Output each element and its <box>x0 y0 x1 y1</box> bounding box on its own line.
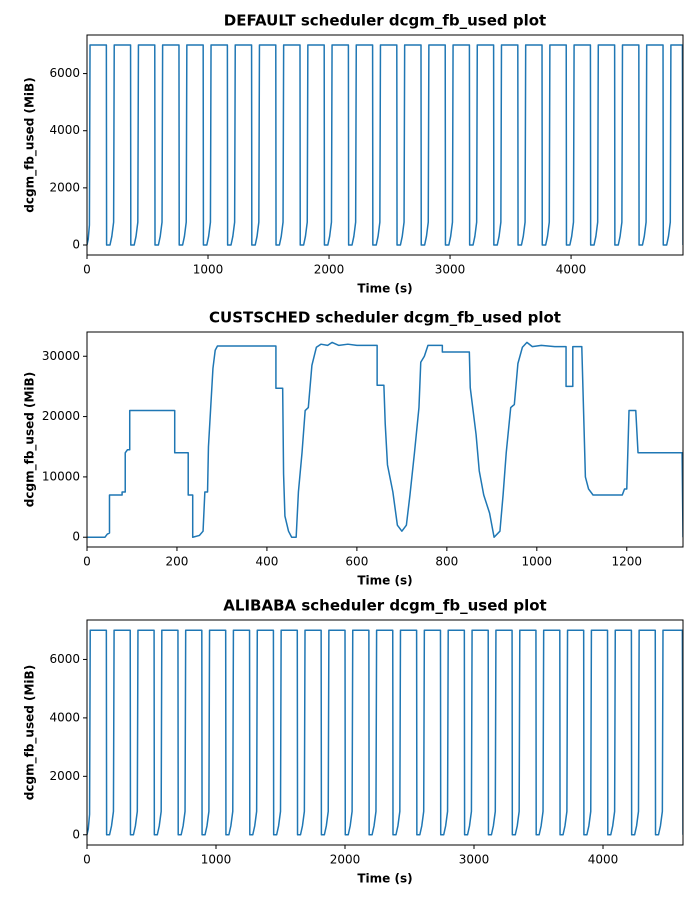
plot-area <box>87 629 683 836</box>
x-tick-label: 400 <box>255 555 278 569</box>
y-tick-label: 0 <box>72 238 80 252</box>
y-axis-label: dcgm_fb_used (MiB) <box>23 372 38 507</box>
axes-frame <box>86 619 684 846</box>
y-tick-label: 0 <box>72 530 80 544</box>
y-tick-label: 0 <box>72 827 80 841</box>
y-tick-label: 2000 <box>49 180 80 194</box>
y-tick-label: 30000 <box>42 349 80 363</box>
x-tick-label: 0 <box>83 853 91 867</box>
plot-area <box>87 341 683 538</box>
axes-frame <box>86 34 684 256</box>
x-axis-label: Time (s) <box>357 282 412 296</box>
subplot: CUSTSCHED scheduler dcgm_fb_used plot 0 20… <box>23 309 684 588</box>
x-axis-label: Time (s) <box>357 574 412 588</box>
x-tick-label: 1200 <box>612 555 643 569</box>
axes-frame <box>86 331 684 548</box>
y-tick-label: 10000 <box>42 469 80 483</box>
x-tick-label: 3000 <box>435 263 466 277</box>
x-tick-label: 1000 <box>193 263 224 277</box>
x-tick-label: 600 <box>345 555 368 569</box>
x-tick-label: 0 <box>83 555 91 569</box>
x-tick-label: 3000 <box>459 853 490 867</box>
x-tick-label: 2000 <box>314 263 345 277</box>
chart-title: CUSTSCHED scheduler dcgm_fb_used plot <box>209 309 561 327</box>
y-tick-label: 4000 <box>49 710 80 724</box>
data-line <box>87 44 683 246</box>
y-tick-label: 4000 <box>49 123 80 137</box>
data-line <box>87 341 683 538</box>
plot-area <box>87 44 683 246</box>
x-tick-label: 1000 <box>522 555 553 569</box>
chart-title: ALIBABA scheduler dcgm_fb_used plot <box>223 597 546 615</box>
y-tick-label: 6000 <box>49 66 80 80</box>
x-tick-label: 4000 <box>556 263 587 277</box>
y-tick-label: 20000 <box>42 409 80 423</box>
chart-title: DEFAULT scheduler dcgm_fb_used plot <box>224 12 546 30</box>
x-tick-label: 200 <box>166 555 189 569</box>
y-axis-label: dcgm_fb_used (MiB) <box>23 665 38 800</box>
data-line <box>87 629 683 836</box>
subplot: DEFAULT scheduler dcgm_fb_used plot 0 1000… <box>23 12 684 296</box>
y-tick-label: 6000 <box>49 652 80 666</box>
x-axis-label: Time (s) <box>357 872 412 886</box>
y-tick-label: 2000 <box>49 769 80 783</box>
x-tick-label: 800 <box>435 555 458 569</box>
x-tick-label: 2000 <box>330 853 361 867</box>
x-tick-label: 0 <box>83 263 91 277</box>
x-tick-label: 4000 <box>588 853 619 867</box>
subplot: ALIBABA scheduler dcgm_fb_used plot 0 1000… <box>23 597 684 886</box>
x-tick-label: 1000 <box>201 853 232 867</box>
y-axis-label: dcgm_fb_used (MiB) <box>23 77 38 212</box>
